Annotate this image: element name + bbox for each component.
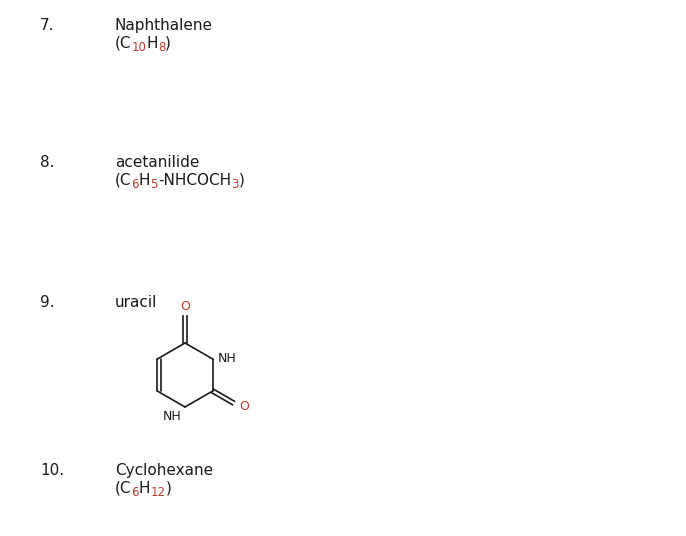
Text: 10: 10	[132, 41, 146, 54]
Text: 7.: 7.	[40, 18, 54, 33]
Text: 12: 12	[150, 486, 165, 498]
Text: H: H	[146, 35, 158, 50]
Text: 3: 3	[231, 177, 238, 191]
Text: NH: NH	[163, 410, 182, 423]
Text: acetanilide: acetanilide	[115, 155, 200, 170]
Text: uracil: uracil	[115, 295, 157, 310]
Text: 8.: 8.	[40, 155, 54, 170]
Text: ): )	[165, 481, 172, 496]
Text: 6: 6	[132, 177, 139, 191]
Text: H: H	[139, 173, 150, 188]
Text: H: H	[139, 481, 150, 496]
Text: ): )	[165, 35, 171, 50]
Text: (C: (C	[115, 35, 132, 50]
Text: Naphthalene: Naphthalene	[115, 18, 213, 33]
Text: NH: NH	[217, 353, 237, 366]
Text: (C: (C	[115, 481, 132, 496]
Text: 10.: 10.	[40, 463, 64, 478]
Text: 5: 5	[150, 177, 158, 191]
Text: O: O	[180, 300, 190, 313]
Text: Cyclohexane: Cyclohexane	[115, 463, 213, 478]
Text: O: O	[239, 400, 250, 413]
Text: 6: 6	[132, 486, 139, 498]
Text: ): )	[238, 173, 244, 188]
Text: 9.: 9.	[40, 295, 55, 310]
Text: -NHCOCH: -NHCOCH	[158, 173, 231, 188]
Text: (C: (C	[115, 173, 132, 188]
Text: 8: 8	[158, 41, 165, 54]
